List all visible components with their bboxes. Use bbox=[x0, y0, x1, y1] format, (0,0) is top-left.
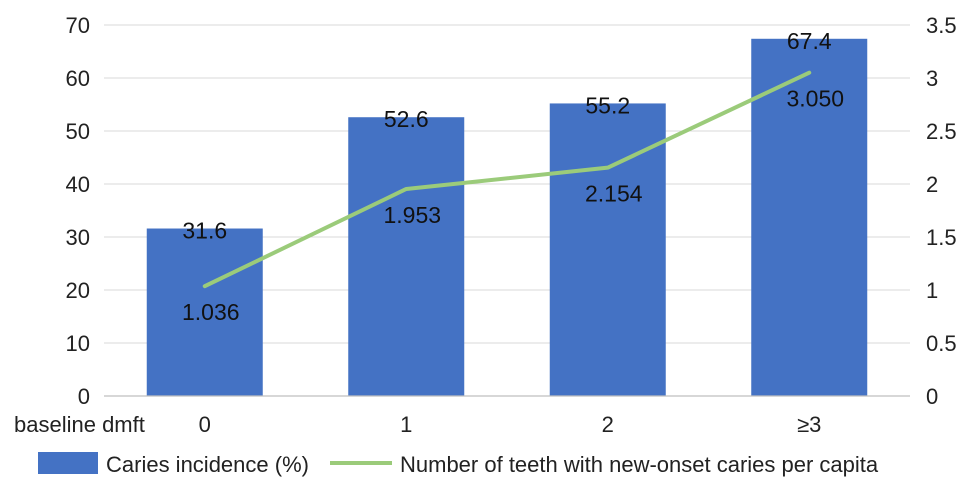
x-tick-label: 2 bbox=[602, 412, 614, 437]
y-right-tick-label: 2.5 bbox=[926, 119, 957, 144]
x-tick-label: 1 bbox=[400, 412, 412, 437]
bar-data-label: 55.2 bbox=[585, 92, 630, 118]
y-right-tick-label: 0.5 bbox=[926, 331, 957, 356]
bar-series bbox=[146, 38, 868, 396]
x-tick-label: ≥3 bbox=[797, 412, 821, 437]
line-series bbox=[202, 70, 812, 289]
x-tick-label: 0 bbox=[199, 412, 211, 437]
y-right-tick-label: 3.5 bbox=[926, 13, 957, 38]
y-left-tick-label: 0 bbox=[78, 384, 90, 409]
line-data-label: 1.036 bbox=[182, 299, 240, 325]
legend: Caries incidence (%) Number of teeth with… bbox=[38, 452, 879, 477]
y-right-tick-label: 0 bbox=[926, 384, 938, 409]
y-left-tick-label: 20 bbox=[66, 278, 90, 303]
y-right-tick-label: 1.5 bbox=[926, 225, 957, 250]
legend-swatch-bar bbox=[38, 452, 98, 474]
legend-label: Caries incidence (%) bbox=[106, 452, 309, 477]
axes: 0 10 20 30 40 50 60 70 0 0.5 1 1.5 2 2.5 3 3.5 0 1 2 ≥3 base… bbox=[14, 13, 957, 437]
bar bbox=[348, 117, 465, 396]
line-data-label: 3.050 bbox=[786, 86, 844, 112]
y-right-tick-label: 1 bbox=[926, 278, 938, 303]
bar-data-label: 31.6 bbox=[182, 218, 227, 244]
line-data-label: 2.154 bbox=[585, 181, 643, 207]
legend-label: Number of teeth with new-onset caries pe… bbox=[400, 452, 879, 477]
bar bbox=[751, 38, 868, 396]
y-left-tick-label: 70 bbox=[66, 13, 90, 38]
y-left-tick-label: 60 bbox=[66, 66, 90, 91]
data-labels: 31.6 52.6 55.2 67.4 1.036 1.953 2.154 3.050 bbox=[182, 28, 844, 325]
line-path bbox=[202, 70, 812, 289]
bar bbox=[549, 103, 666, 396]
y-left-tick-label: 50 bbox=[66, 119, 90, 144]
y-left-tick-label: 30 bbox=[66, 225, 90, 250]
x-axis-prefix-label: baseline dmft bbox=[14, 412, 145, 437]
bar bbox=[146, 228, 263, 396]
y-right-tick-label: 3 bbox=[926, 66, 938, 91]
y-left-tick-label: 40 bbox=[66, 172, 90, 197]
y-right-tick-label: 2 bbox=[926, 172, 938, 197]
line-data-label: 1.953 bbox=[383, 202, 441, 228]
bar-data-label: 67.4 bbox=[787, 28, 832, 54]
y-left-tick-label: 10 bbox=[66, 331, 90, 356]
bar-data-label: 52.6 bbox=[384, 106, 429, 132]
